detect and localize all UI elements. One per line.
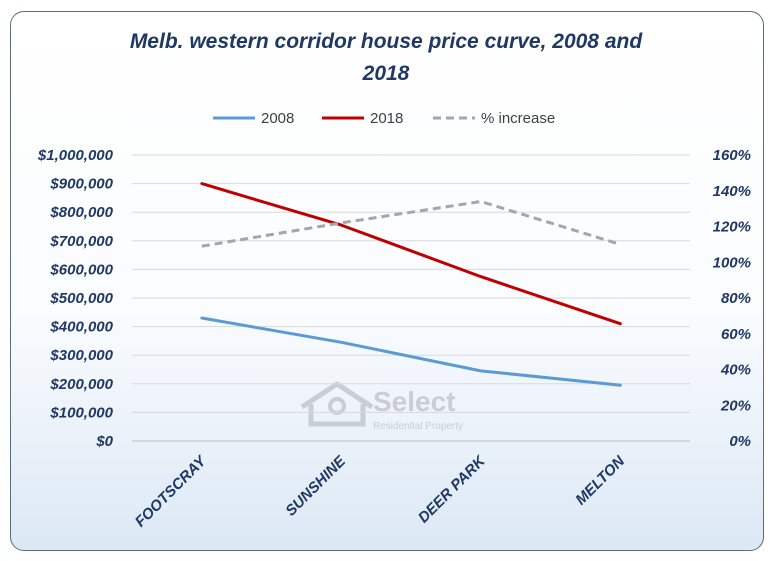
right-axis-tick-label: 40%: [720, 362, 751, 379]
left-axis-tick-label: $900,000: [49, 176, 113, 193]
series-lines: [200, 182, 622, 387]
series-line-2018: [200, 182, 622, 326]
chart-card: [10, 11, 764, 551]
left-axis-tick-label: $0: [95, 433, 113, 450]
right-axis-tick-label: 0%: [729, 433, 751, 450]
x-axis-tick-label: DEER PARK: [415, 452, 490, 527]
legend-label: 2008: [261, 110, 294, 127]
right-axis-tick-label: 60%: [721, 326, 751, 343]
x-axis-ticks: FOOTSCRAY SUNSHINE DEER PARK MELTON: [132, 451, 629, 530]
left-axis-tick-label: $400,000: [49, 319, 113, 336]
watermark: Select Residential Property: [300, 381, 463, 432]
watermark-sub-text: Residential Property: [373, 421, 463, 432]
left-axis-ticks: $1,000,000 $900,000 $800,000 $700,000 $600,0…: [37, 147, 114, 450]
left-axis-tick-label: $1,000,000: [37, 147, 114, 164]
left-axis-tick-label: $100,000: [49, 404, 113, 421]
left-axis-tick-label: $700,000: [49, 233, 113, 250]
right-axis-tick-label: 20%: [720, 397, 751, 414]
series-line--increase: [201, 200, 621, 248]
left-axis-tick-label: $600,000: [49, 261, 113, 278]
chart-title: Melb. western corridor house price curve…: [130, 30, 644, 85]
series-line-2008: [200, 316, 622, 387]
watermark-main-text: Select: [373, 386, 456, 417]
x-axis-tick-label: FOOTSCRAY: [132, 451, 211, 530]
left-axis-tick-label: $500,000: [49, 290, 113, 307]
right-axis-tick-label: 100%: [713, 254, 751, 271]
left-axis-tick-label: $200,000: [49, 376, 113, 393]
right-axis-ticks: 160% 140% 120% 100% 80% 60% 40% 20% 0%: [713, 147, 751, 450]
gridlines: [132, 154, 690, 442]
right-axis-tick-label: 160%: [713, 147, 751, 164]
right-axis-tick-label: 120%: [713, 219, 751, 236]
left-axis-tick-label: $300,000: [49, 347, 113, 364]
chart-title-line-2: 2018: [362, 62, 410, 85]
left-axis-tick-label: $800,000: [49, 204, 113, 221]
legend: 2008 2018 % increase: [213, 110, 555, 127]
right-axis-tick-label: 80%: [721, 290, 751, 307]
right-axis-tick-label: 140%: [713, 183, 751, 200]
x-axis-tick-label: SUNSHINE: [282, 452, 350, 520]
legend-label: 2018: [370, 110, 403, 127]
house-logo-icon: [300, 381, 374, 427]
x-axis-tick-label: MELTON: [572, 452, 629, 509]
legend-label: % increase: [481, 110, 555, 127]
chart-title-line-1: Melb. western corridor house price curve…: [130, 30, 644, 53]
